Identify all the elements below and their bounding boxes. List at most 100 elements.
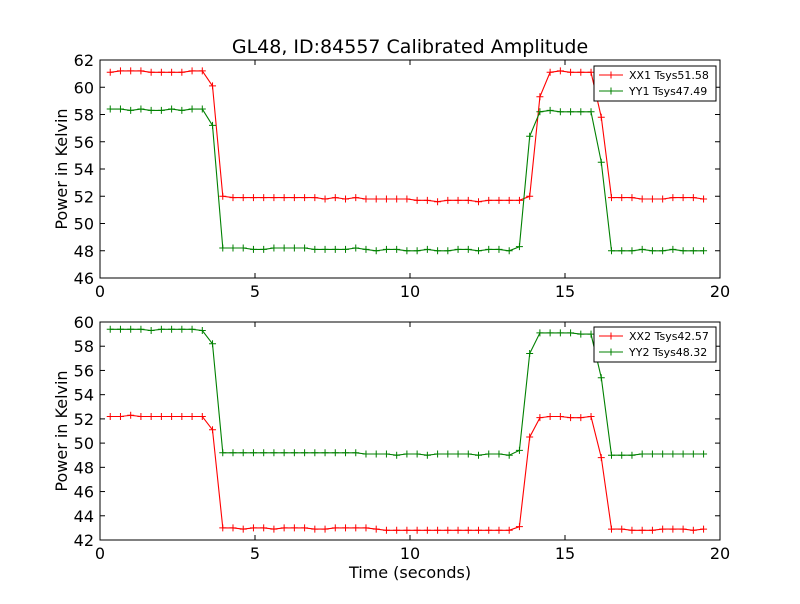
legend-label-bottom-0: XX2 Tsys42.57: [629, 330, 709, 343]
y-tick-label-bottom: 54: [74, 386, 94, 405]
data-point-top-1: [638, 245, 646, 253]
data-point-bottom-0: [587, 412, 595, 420]
data-point-top-0: [372, 195, 380, 203]
data-point-bottom-1: [352, 449, 360, 457]
y-tick-label-bottom: 44: [74, 507, 94, 526]
data-point-top-0: [475, 198, 483, 206]
data-point-bottom-1: [157, 325, 165, 333]
data-point-bottom-0: [475, 526, 483, 534]
data-point-bottom-0: [434, 526, 442, 534]
data-point-bottom-1: [577, 330, 585, 338]
y-axis-label-bottom: Power in Kelvin: [52, 370, 71, 491]
data-point-top-1: [137, 105, 145, 113]
data-point-top-0: [648, 195, 656, 203]
data-point-top-1: [198, 105, 206, 113]
data-point-bottom-1: [311, 449, 319, 457]
data-point-top-0: [689, 194, 697, 202]
data-point-top-0: [628, 194, 636, 202]
data-point-bottom-0: [301, 524, 309, 532]
subplot-bottom: 0 5 10 15 20 42 44 46 48 50 52 54 56 58 60 Power in Kel…: [52, 313, 730, 563]
data-point-top-1: [270, 244, 278, 252]
data-point-top-1: [393, 245, 401, 253]
data-point-top-0: [546, 68, 554, 76]
data-point-top-0: [331, 194, 339, 202]
data-point-top-0: [157, 68, 165, 76]
legend-marker-top-1: [607, 87, 615, 95]
data-point-bottom-1: [413, 450, 421, 458]
data-point-top-1: [362, 245, 370, 253]
data-point-top-0: [147, 68, 155, 76]
data-point-bottom-1: [219, 449, 227, 457]
figure-title: GL48, ID:84557 Calibrated Amplitude: [232, 36, 588, 58]
data-point-top-1: [116, 105, 124, 113]
data-point-bottom-0: [219, 524, 227, 532]
data-point-top-0: [352, 194, 360, 202]
data-point-top-1: [219, 244, 227, 252]
data-point-bottom-0: [147, 412, 155, 420]
data-point-bottom-1: [178, 325, 186, 333]
data-point-top-0: [239, 194, 247, 202]
data-point-top-1: [526, 132, 534, 140]
data-point-top-1: [464, 245, 472, 253]
data-point-bottom-0: [280, 524, 288, 532]
data-point-top-1: [567, 108, 575, 116]
data-point-bottom-0: [229, 524, 237, 532]
data-point-bottom-1: [597, 374, 605, 382]
data-point-bottom-1: [403, 450, 411, 458]
data-point-bottom-0: [331, 524, 339, 532]
data-point-bottom-1: [260, 449, 268, 457]
data-point-top-0: [597, 113, 605, 121]
data-point-bottom-0: [567, 414, 575, 422]
data-point-top-0: [403, 195, 411, 203]
data-point-bottom-0: [290, 524, 298, 532]
data-point-top-0: [464, 196, 472, 204]
x-tick-label-top: 20: [710, 282, 730, 301]
data-point-top-1: [382, 245, 390, 253]
data-point-bottom-1: [628, 451, 636, 459]
data-point-bottom-1: [556, 329, 564, 337]
data-point-top-0: [423, 196, 431, 204]
x-tick-label-bottom: 15: [555, 544, 575, 563]
y-tick-label-bottom: 52: [74, 410, 94, 429]
data-point-bottom-1: [331, 449, 339, 457]
data-point-bottom-1: [209, 340, 217, 348]
data-point-bottom-0: [157, 412, 165, 420]
data-point-bottom-1: [301, 449, 309, 457]
data-point-bottom-1: [485, 450, 493, 458]
data-point-top-1: [209, 121, 217, 129]
data-point-top-0: [137, 67, 145, 75]
data-point-top-0: [638, 195, 646, 203]
data-point-top-1: [669, 245, 677, 253]
data-point-top-1: [290, 244, 298, 252]
data-point-top-1: [485, 245, 493, 253]
data-point-top-1: [301, 244, 309, 252]
data-point-bottom-1: [638, 450, 646, 458]
data-point-top-1: [618, 247, 626, 255]
data-point-bottom-0: [106, 412, 114, 420]
data-point-bottom-0: [393, 526, 401, 534]
data-point-bottom-0: [403, 526, 411, 534]
data-point-bottom-1: [382, 450, 390, 458]
data-point-bottom-0: [700, 525, 708, 533]
legend-marker-bottom-0: [607, 332, 615, 340]
data-point-top-1: [536, 108, 544, 116]
data-point-top-1: [413, 247, 421, 255]
data-point-bottom-1: [423, 451, 431, 459]
data-point-bottom-0: [618, 525, 626, 533]
x-tick-label-top: 10: [400, 282, 420, 301]
data-point-top-0: [515, 196, 523, 204]
data-point-bottom-1: [249, 449, 257, 457]
data-point-bottom-1: [168, 325, 176, 333]
data-point-bottom-1: [229, 449, 237, 457]
y-tick-label-bottom: 50: [74, 434, 94, 453]
y-axis-label-top: Power in Kelvin: [52, 108, 71, 229]
data-point-bottom-0: [628, 526, 636, 534]
data-point-top-0: [659, 195, 667, 203]
data-point-bottom-1: [321, 449, 329, 457]
data-point-top-1: [229, 244, 237, 252]
legend-label-bottom-1: YY2 Tsys48.32: [628, 346, 707, 359]
data-point-top-0: [577, 68, 585, 76]
data-point-top-0: [608, 194, 615, 202]
data-point-bottom-1: [116, 325, 124, 333]
